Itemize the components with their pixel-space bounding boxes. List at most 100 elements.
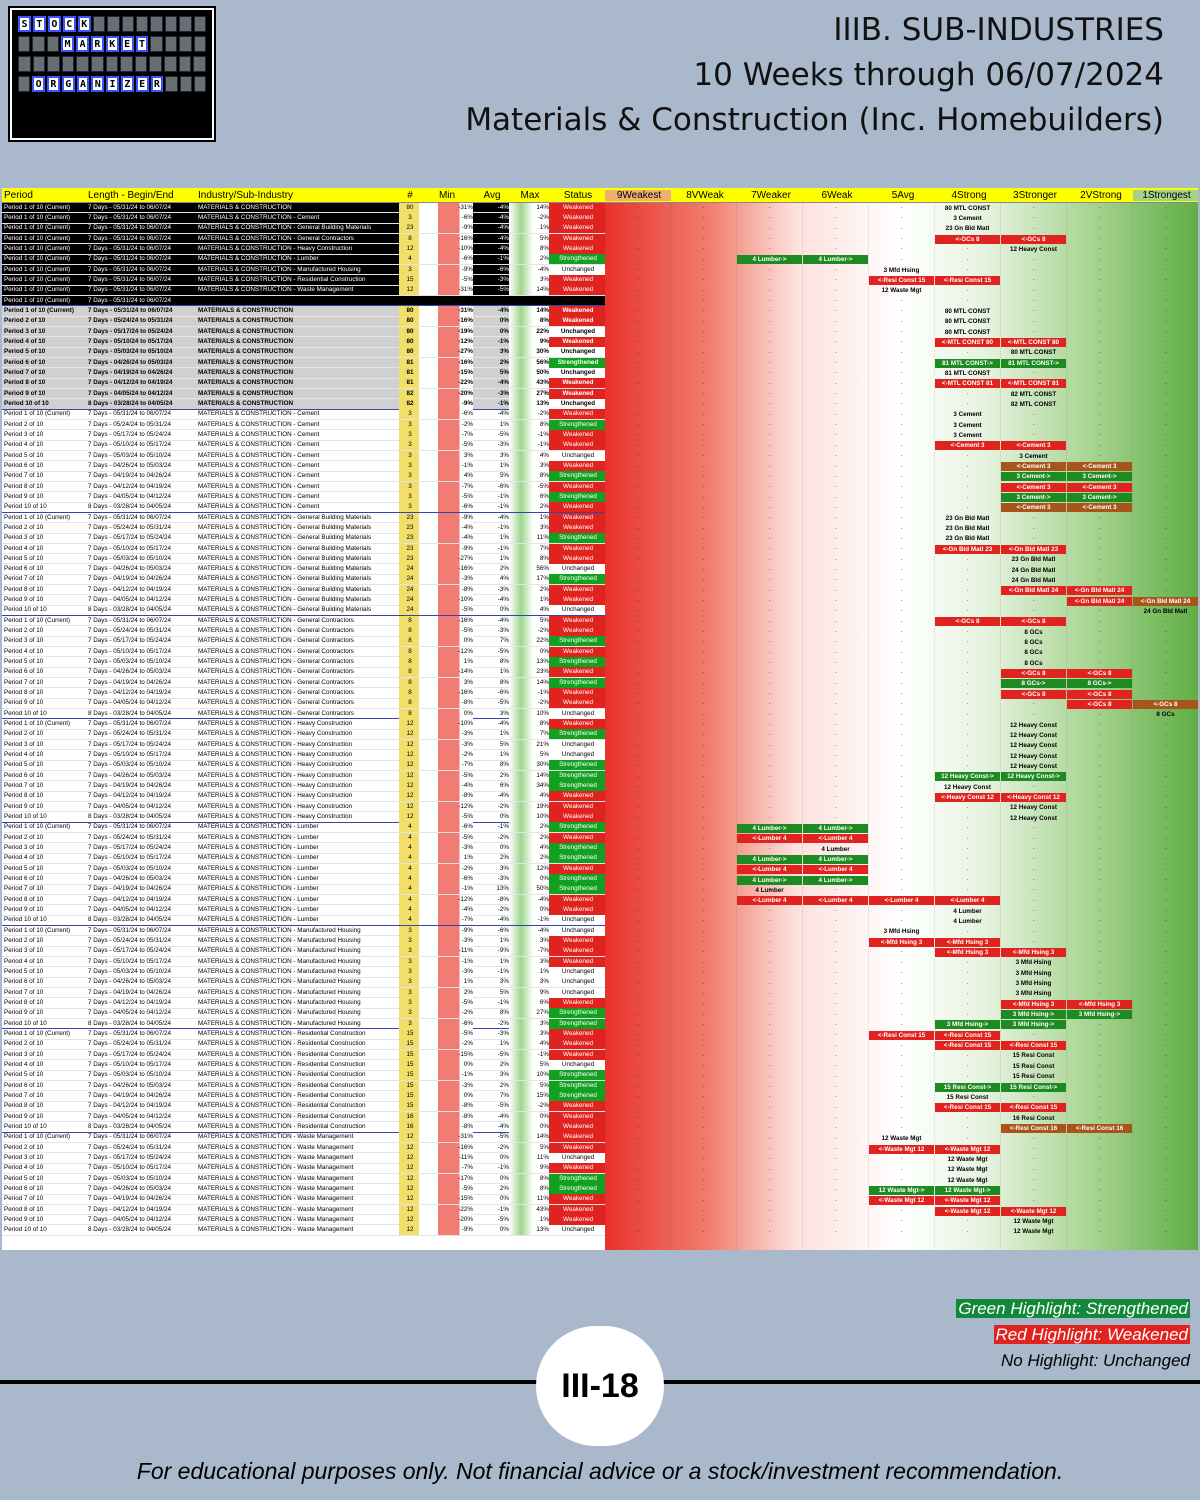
header-6weak: 6Weak xyxy=(821,189,853,201)
ranking-column xyxy=(1067,203,1133,1250)
ranking-row: ......... xyxy=(605,720,1198,730)
empty-cell-dot: . xyxy=(703,927,705,934)
row-status: Weakened xyxy=(549,1132,605,1143)
logo-letter-tile xyxy=(149,56,163,72)
empty-cell-dot: . xyxy=(703,669,705,676)
empty-cell-dot: . xyxy=(1033,814,1035,821)
empty-cell-dot: . xyxy=(1099,534,1101,541)
empty-cell-dot: . xyxy=(1033,452,1035,459)
ranking-tag: 8 GCs xyxy=(1024,649,1043,657)
row-length: 7 Days - 05/03/24 to 05/10/24 xyxy=(88,554,171,562)
table-row: Period 5 of 10 7 Days - 05/03/24 to 05/10… xyxy=(2,760,605,772)
empty-cell-dot: . xyxy=(769,410,771,417)
row-min: -7% xyxy=(419,915,473,926)
row-count: 23 xyxy=(399,223,419,234)
ranking-row: ......... xyxy=(605,844,1198,854)
table-row: Period 4 of 10 7 Days - 05/10/24 to 05/17… xyxy=(2,956,605,968)
empty-cell-dot: . xyxy=(703,524,705,531)
ranking-row: ......... xyxy=(605,710,1198,720)
empty-cell-dot: . xyxy=(901,834,903,841)
row-max: 14% xyxy=(509,305,549,316)
logo-letter-tile: Z xyxy=(120,76,134,92)
row-length: 7 Days - 05/31/24 to 06/07/24 xyxy=(88,616,171,624)
empty-cell-dot: . xyxy=(1033,1144,1035,1151)
row-status: Weakened xyxy=(549,274,605,285)
empty-cell-dot: . xyxy=(901,328,903,335)
ranking-tag: 15 Resi Const xyxy=(1012,1052,1055,1060)
empty-cell-dot: . xyxy=(901,462,903,469)
empty-cell-dot: . xyxy=(703,255,705,262)
empty-cell-dot: . xyxy=(1165,907,1167,914)
row-period: Period 1 of 10 (Current) xyxy=(4,513,71,521)
empty-cell-dot: . xyxy=(901,245,903,252)
row-max: 5% xyxy=(509,1059,549,1070)
row-max: 3% xyxy=(509,956,549,967)
empty-cell-dot: . xyxy=(901,679,903,686)
row-count: 12 xyxy=(399,1204,419,1215)
row-count: 3 xyxy=(399,450,419,461)
row-length: 7 Days - 04/12/24 to 04/19/24 xyxy=(88,792,171,800)
row-status: Weakened xyxy=(549,1028,605,1039)
empty-cell-dot: . xyxy=(1033,969,1035,976)
row-length: 7 Days - 05/31/24 to 06/07/24 xyxy=(88,275,171,283)
empty-cell-dot: . xyxy=(637,731,639,738)
empty-cell-dot: . xyxy=(769,1165,771,1172)
empty-cell-dot: . xyxy=(1165,483,1167,490)
empty-cell-dot: . xyxy=(967,576,969,583)
row-length: 7 Days - 05/17/24 to 05/24/24 xyxy=(88,637,171,645)
empty-cell-dot: . xyxy=(1165,876,1167,883)
empty-cell-dot: . xyxy=(703,235,705,242)
empty-cell-dot: . xyxy=(835,958,837,965)
empty-cell-dot: . xyxy=(637,1206,639,1213)
row-count: 12 xyxy=(399,801,419,812)
empty-cell-dot: . xyxy=(967,1155,969,1162)
ranking-row: ......... xyxy=(605,854,1198,864)
table-row: Period 2 of 10 7 Days - 05/24/24 to 05/31… xyxy=(2,626,605,637)
empty-cell-dot: . xyxy=(769,1082,771,1089)
empty-cell-dot: . xyxy=(967,762,969,769)
empty-cell-dot: . xyxy=(901,700,903,707)
row-period: Period 1 of 10 (Current) xyxy=(4,224,71,232)
empty-cell-dot: . xyxy=(1033,1113,1035,1120)
ranking-row: ......... xyxy=(605,617,1198,627)
empty-cell-dot: . xyxy=(1033,1051,1035,1058)
row-avg: -4% xyxy=(497,596,509,604)
ranking-tag: 4 Lumber xyxy=(821,845,850,853)
empty-cell-dot: . xyxy=(703,359,705,366)
row-avg: 1% xyxy=(499,936,509,944)
empty-cell-dot: . xyxy=(967,752,969,759)
row-length: 7 Days - 05/24/24 to 05/31/24 xyxy=(88,1143,171,1151)
empty-cell-dot: . xyxy=(1033,297,1035,304)
empty-cell-dot: . xyxy=(1165,297,1167,304)
table-row: Period 1 of 10 (Current) 7 Days - 05/31/2… xyxy=(2,1132,605,1143)
row-industry: MATERIALS & CONSTRUCTION - Waste Managem… xyxy=(198,1195,354,1203)
row-length: 7 Days - 04/26/24 to 05/03/24 xyxy=(88,461,171,469)
empty-cell-dot: . xyxy=(1165,545,1167,552)
row-count: 3 xyxy=(399,409,419,420)
empty-cell-dot: . xyxy=(1099,938,1101,945)
row-min: -5% xyxy=(419,491,473,502)
empty-cell-dot: . xyxy=(835,989,837,996)
table-row: Period 3 of 10 7 Days - 05/17/24 to 05/24… xyxy=(2,429,605,441)
empty-cell-dot: . xyxy=(967,1000,969,1007)
empty-cell-dot: . xyxy=(967,1165,969,1172)
ranking-tag: 4 Lumber-> xyxy=(803,855,868,865)
row-count: 8 xyxy=(399,646,419,657)
table-row: Period 8 of 10 7 Days - 04/12/24 to 04/19… xyxy=(2,1204,605,1216)
empty-cell-dot: . xyxy=(769,245,771,252)
row-length: 7 Days - 05/03/24 to 05/10/24 xyxy=(88,451,171,459)
row-status: Weakened xyxy=(549,904,605,915)
row-period: Period 1 of 10 (Current) xyxy=(4,1029,71,1037)
empty-cell-dot: . xyxy=(769,1072,771,1079)
empty-cell-dot: . xyxy=(1165,772,1167,779)
row-length: 7 Days - 05/31/24 to 06/07/24 xyxy=(88,410,171,418)
empty-cell-dot: . xyxy=(637,1144,639,1151)
row-length: 7 Days - 05/03/24 to 05/10/24 xyxy=(88,1071,171,1079)
row-avg: 0% xyxy=(499,606,509,614)
row-count: 3 xyxy=(399,440,419,451)
empty-cell-dot: . xyxy=(637,421,639,428)
ranking-tag: 81 MTL CONST-> xyxy=(935,358,1000,368)
row-period: Period 8 of 10 xyxy=(4,1102,44,1110)
row-count: 12 xyxy=(399,791,419,802)
empty-cell-dot: . xyxy=(769,907,771,914)
